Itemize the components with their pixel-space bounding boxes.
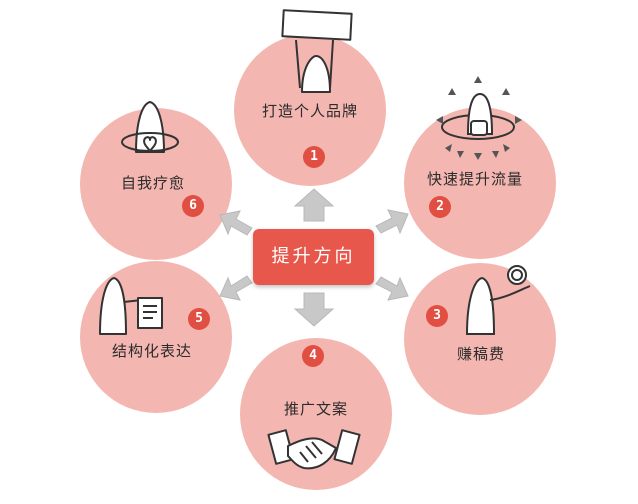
circle-item-5 [80, 261, 232, 413]
item-5-number-badge: 5 [188, 308, 210, 330]
item-3-number-badge: 3 [426, 305, 448, 327]
item-4-number-badge: 4 [302, 345, 324, 367]
sign-holder-icon [281, 9, 353, 93]
item-1-label: 打造个人品牌 [261, 102, 358, 120]
handshake-icon [267, 429, 361, 470]
center-label: 提升方向 [271, 246, 356, 267]
arrow-upper-left-icon [219, 210, 253, 236]
item-6-label: 自我疗愈 [120, 174, 185, 192]
item-2-label: 快速提升流量 [426, 170, 523, 188]
arrow-lower-left-icon [219, 275, 253, 301]
item-1-number-badge: 1 [303, 146, 325, 168]
item-4-label: 推广文案 [283, 400, 348, 418]
arrow-down-icon [293, 292, 335, 327]
item-6-number-badge: 6 [182, 195, 204, 217]
document-icon [99, 277, 163, 335]
coin-hand-icon [465, 265, 531, 335]
heart-hug-icon [121, 101, 179, 153]
arrow-upper-right-icon [375, 209, 409, 235]
center-box: 提升方向 [253, 229, 374, 285]
item-3-label: 赚稿费 [456, 345, 505, 363]
traffic-arrows-icon [436, 76, 522, 160]
item-5-label: 结构化表达 [111, 342, 192, 360]
arrow-up-icon [293, 188, 335, 222]
item-2-number-badge: 2 [429, 196, 451, 218]
arrow-lower-right-icon [375, 276, 409, 301]
